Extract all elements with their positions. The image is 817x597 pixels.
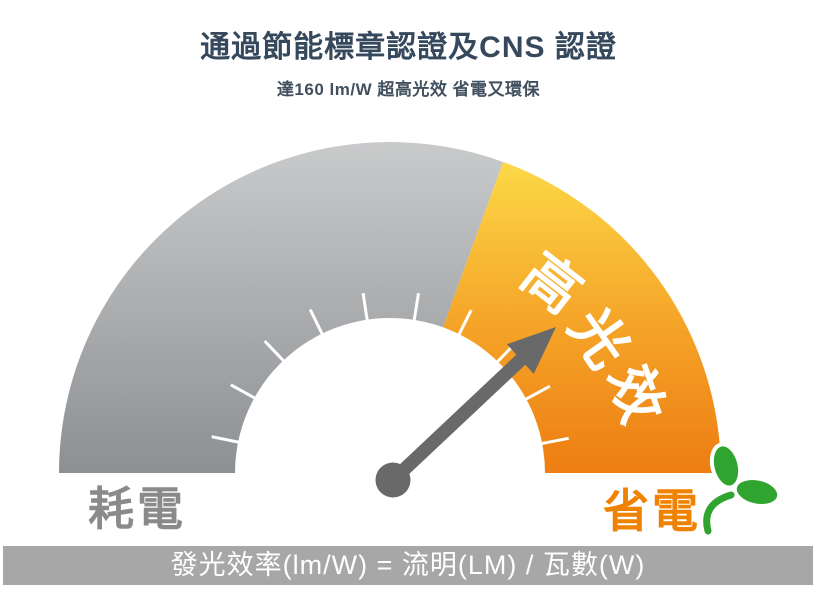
gauge-needle [375,327,556,498]
gauge-label-power-saving: 省電 [603,485,701,537]
gauge-arc-low [59,142,504,473]
gauge-label-power-consuming: 耗電 [88,483,186,535]
gauge-arc-high [443,162,721,473]
header: 通過節能標章認證及CNS 認證 達160 lm/W 超高光效 省電又環保 [0,0,817,100]
page-title: 通過節能標章認證及CNS 認證 [200,31,617,64]
sprout-icon [699,442,782,538]
needle-arrowhead [506,327,556,374]
needle-hub [375,462,411,498]
formula-bar: 發光效率(lm/W) = 流明(LM) / 瓦數(W) [3,546,813,585]
formula-text: 發光效率(lm/W) = 流明(LM) / 瓦數(W) [170,550,646,580]
page-subtitle: 達160 lm/W 超高光效 省電又環保 [276,80,541,99]
gauge-ticks [211,292,569,450]
